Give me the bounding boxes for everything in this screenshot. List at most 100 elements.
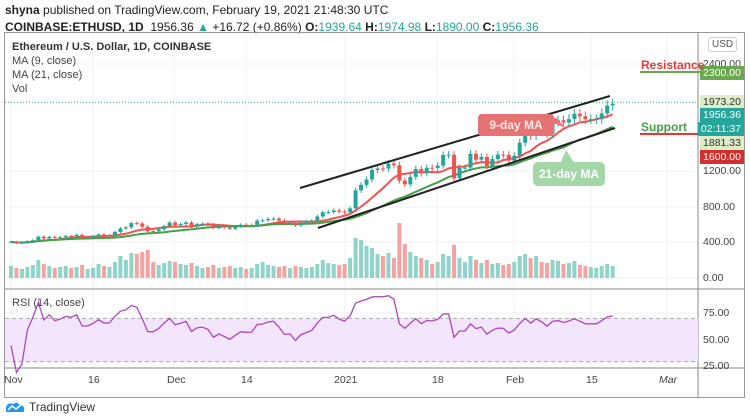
- volume-bar: [375, 254, 380, 278]
- tradingview-cloud-icon: [6, 402, 24, 412]
- volume-bar: [304, 268, 309, 278]
- currency-button[interactable]: USD: [708, 37, 738, 52]
- volume-bar: [370, 248, 375, 278]
- candle-body: [337, 210, 342, 212]
- candle-body: [512, 155, 517, 161]
- candle-body: [91, 236, 96, 238]
- candle-body: [506, 154, 511, 161]
- volume-bar: [386, 253, 391, 278]
- candle-body: [205, 223, 210, 225]
- volume-bar: [566, 263, 571, 278]
- legend-vol[interactable]: Vol: [12, 83, 28, 95]
- volume-bar: [233, 268, 238, 278]
- candle-body: [441, 154, 446, 166]
- low-label: L:: [424, 20, 436, 34]
- candle-body: [490, 158, 495, 167]
- volume-bar: [107, 267, 112, 278]
- volume-bar: [359, 240, 364, 278]
- candle-body: [605, 105, 610, 114]
- candle-body: [249, 224, 254, 226]
- ma21-callout: 21-day MA: [533, 162, 605, 186]
- rsi-tick: 50.00: [703, 334, 730, 346]
- volume-bar: [430, 264, 435, 278]
- candle-body: [134, 223, 139, 225]
- candle-body: [435, 165, 440, 169]
- open-value: 1939.64: [318, 20, 362, 34]
- candle-body: [468, 153, 473, 168]
- volume-bar: [523, 254, 528, 278]
- rsi-tick: 25.00: [703, 360, 730, 372]
- volume-bar: [25, 267, 30, 278]
- volume-bar: [134, 254, 139, 278]
- volume-bar: [80, 265, 85, 278]
- volume-bar: [605, 264, 610, 278]
- volume-bar: [189, 263, 194, 278]
- candle-body: [162, 226, 167, 230]
- volume-bar: [599, 266, 604, 278]
- candle-body: [140, 223, 145, 227]
- volume-bar: [397, 223, 402, 278]
- volume-bar: [222, 267, 227, 278]
- candle-body: [244, 224, 249, 226]
- ma-price-label: 1881.33: [700, 136, 744, 150]
- candle-body: [266, 219, 271, 221]
- candle-body: [364, 179, 369, 185]
- legend-rsi[interactable]: RSI (14, close): [12, 297, 85, 309]
- candle-body: [588, 119, 593, 121]
- rsi-line: [10, 294, 613, 375]
- time-tick: 2021: [334, 374, 358, 386]
- volume-bar: [9, 266, 13, 278]
- volume-bar: [255, 264, 260, 278]
- volume-bar: [30, 265, 35, 278]
- volume-bar: [14, 268, 19, 278]
- resistance-price-label: 2300.00: [700, 66, 744, 80]
- volume-bar: [36, 260, 41, 278]
- volume-bar: [74, 267, 79, 278]
- candle-body: [473, 153, 478, 160]
- volume-bar: [19, 269, 24, 278]
- candle-body: [380, 168, 385, 170]
- candle-body: [457, 167, 462, 179]
- volume-bar: [151, 262, 156, 278]
- candle-body: [167, 222, 172, 227]
- symbol-bar: COINBASE:ETHUSD, 1D 1956.36 ▲ +16.72 (+0…: [5, 20, 539, 34]
- candle-body: [348, 208, 353, 213]
- resistance-annotation: Resistance: [641, 58, 705, 72]
- volume-bar: [473, 260, 478, 278]
- legend-ma21[interactable]: MA (21, close): [12, 69, 83, 81]
- last-price-label: 1956.36: [700, 108, 744, 122]
- candle-body: [282, 220, 287, 224]
- candle-body: [69, 235, 74, 237]
- volume-bar: [85, 269, 90, 278]
- price-tick: 400.00: [703, 236, 736, 248]
- support-annotation: Support: [641, 120, 687, 134]
- price-tick: 0.00: [703, 272, 724, 284]
- volume-bar: [47, 266, 52, 278]
- candle-body: [189, 222, 194, 227]
- countdown-label: 02:11:37: [697, 122, 744, 136]
- channel-lower-line: [317, 127, 616, 229]
- volume-bar: [96, 264, 101, 278]
- candle-body: [572, 113, 577, 120]
- volume-bar: [435, 262, 440, 278]
- candle-body: [484, 156, 489, 167]
- tradingview-logo[interactable]: TradingView: [5, 400, 95, 414]
- volume-bar: [452, 245, 457, 278]
- volume-bar: [244, 269, 249, 278]
- candle-body: [446, 154, 451, 156]
- volume-bar: [211, 265, 216, 278]
- price-change: +16.72 (+0.86%): [212, 20, 302, 34]
- volume-bar: [364, 246, 369, 278]
- candle-body: [517, 142, 522, 156]
- volume-bar: [348, 258, 353, 278]
- legend-ma9[interactable]: MA (9, close): [12, 55, 77, 67]
- candle-body: [107, 235, 112, 237]
- candle-body: [320, 212, 325, 217]
- candle-body: [238, 224, 243, 227]
- volume-bar: [123, 260, 128, 278]
- candle-body: [577, 113, 582, 117]
- candle-body: [391, 163, 396, 166]
- ma21-line: [10, 125, 614, 244]
- candle-body: [118, 228, 123, 232]
